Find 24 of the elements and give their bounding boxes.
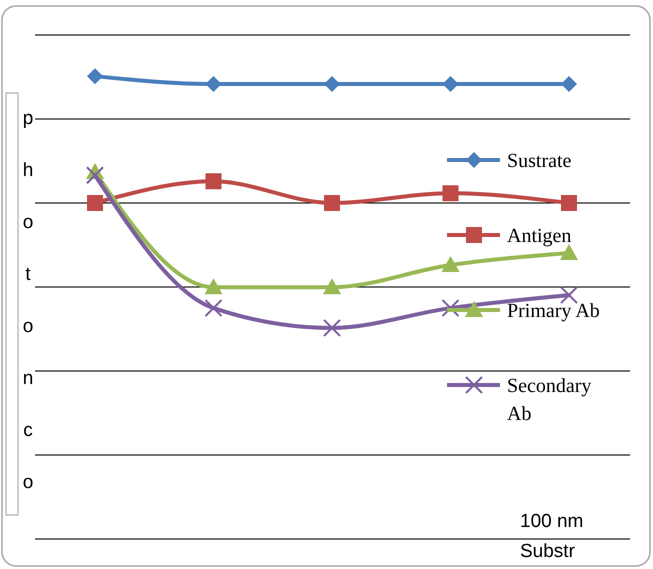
point [324,76,340,92]
legend-label: Sustrate [507,150,572,172]
text: photonco [22,108,34,493]
x-axis-title: 100 nm Substr [520,511,584,562]
point [561,76,577,92]
point [87,68,103,84]
point [323,318,341,337]
point [442,76,458,92]
legend-label: Primary Ab [507,300,600,322]
point [206,173,222,190]
point [87,195,103,211]
point [323,278,341,294]
point [86,166,104,184]
point [442,256,460,272]
legend-label: Antigen [507,225,572,247]
point [204,299,222,318]
point [442,299,460,318]
point [204,278,222,294]
legend-label: Secondary Ab [507,375,592,425]
point [324,195,340,211]
point [442,185,458,202]
point [206,76,222,92]
point [560,286,578,304]
point [561,195,577,211]
